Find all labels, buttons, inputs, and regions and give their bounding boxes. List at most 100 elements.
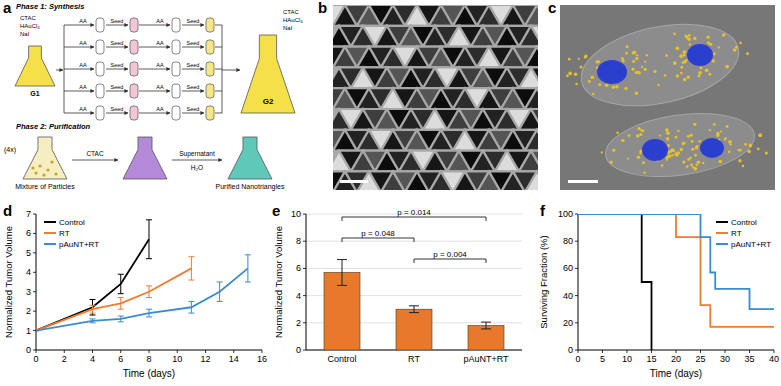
nucleus (597, 60, 627, 84)
x-tick-label: 35 (744, 354, 754, 364)
nanoparticle-signal (713, 123, 716, 126)
step-label: Seed (187, 84, 200, 90)
x-tick-label: 15 (646, 354, 656, 364)
nanoparticle-signal (684, 35, 687, 38)
nanoparticle-signal (639, 133, 642, 136)
annotation: p = 0.014 (397, 208, 431, 217)
y-tick-label: 20 (563, 318, 573, 328)
particle (42, 173, 45, 176)
connector (215, 25, 222, 26)
flask-label: G2 (263, 97, 274, 106)
y-tick-label: 7 (26, 209, 31, 219)
error-bar (337, 260, 347, 286)
flask (228, 137, 272, 179)
flask-label: G1 (30, 90, 39, 97)
nanoparticle-signal (742, 165, 744, 167)
y-tick-label: 4 (296, 291, 301, 301)
connector (215, 91, 222, 92)
legend-swatch (44, 232, 56, 234)
annotation: p = 0.048 (361, 229, 395, 238)
nanoparticle-signal (626, 45, 629, 48)
tube (96, 84, 104, 98)
step-label: AA (79, 106, 87, 112)
connector (139, 25, 150, 26)
error-bar-cap (188, 256, 194, 257)
connector (215, 47, 222, 48)
error-bar-cap (118, 297, 124, 298)
arrow (222, 70, 240, 71)
connector (64, 113, 72, 114)
arrow (182, 25, 204, 26)
category-label: RT (408, 354, 420, 364)
y-tick-label: 2 (296, 318, 301, 328)
panel-label: b (318, 0, 327, 16)
nanoparticle-signal (575, 83, 578, 86)
particle (31, 166, 34, 169)
error-bar-cap (146, 309, 152, 310)
cell (602, 105, 759, 185)
tube (206, 40, 214, 54)
tube (96, 106, 104, 120)
nanoparticle-signal (733, 48, 737, 52)
error-bar (118, 298, 124, 310)
caption: Purified Nanotriangles (216, 183, 285, 191)
particle (38, 164, 41, 167)
nanoparticle-signal (671, 154, 673, 156)
nanoparticle-signal (694, 154, 697, 157)
nanoparticle-signal (639, 152, 641, 154)
series-line (36, 268, 191, 330)
nanoparticle-signal (709, 129, 711, 131)
tube (172, 84, 180, 98)
nanoparticle-signal (632, 60, 635, 63)
tube (206, 106, 214, 120)
nanoparticle-signal (605, 83, 609, 87)
error-bar (188, 301, 194, 313)
flask (23, 137, 67, 179)
y-axis-label: Surviving Fraction (%) (538, 235, 549, 328)
nanoparticle-signal (666, 159, 668, 161)
arrow (106, 25, 128, 26)
step-label: AA (156, 106, 164, 112)
particle (46, 168, 49, 171)
grid-line (306, 268, 522, 269)
step-label: Seed (111, 84, 124, 90)
nucleus (700, 138, 724, 158)
legend-swatch (716, 243, 728, 245)
connector (215, 69, 222, 70)
legend-swatch (716, 232, 728, 234)
bar (396, 309, 432, 350)
scale-bar (568, 180, 598, 183)
nanoparticle-signal (689, 43, 691, 45)
nanoparticle-signal (746, 52, 749, 55)
nanoparticle-signal (610, 161, 613, 164)
panel-label: e (272, 202, 280, 219)
connector (64, 47, 72, 48)
arrow (150, 113, 170, 114)
nanoparticle-signal (643, 68, 646, 71)
nanotriangle (525, 171, 538, 190)
nanoparticle-signal (612, 85, 615, 88)
x-tick-label: 2 (62, 354, 67, 364)
x-tick-label: 6 (118, 354, 123, 364)
nanoparticle-signal (657, 84, 659, 86)
nanoparticle-signal (697, 161, 700, 164)
nanoparticle-signal (676, 46, 680, 50)
category-label: Control (327, 354, 356, 364)
error-bar-cap (118, 316, 124, 317)
arrow (106, 91, 128, 92)
y-axis-label: Normalized Tumor Volume (3, 226, 14, 338)
nanoparticle-signal (717, 132, 720, 135)
flask (15, 46, 55, 86)
arrow (106, 113, 128, 114)
tube (130, 84, 138, 98)
nanotriangle (531, 151, 538, 172)
nanoparticle-signal (728, 140, 732, 144)
x-tick-label: 16 (257, 354, 267, 364)
arrow (182, 47, 204, 48)
nanoparticle-signal (722, 33, 725, 36)
tube (172, 62, 180, 76)
x-axis (36, 350, 262, 351)
step-label: Seed (187, 62, 200, 68)
image-background (560, 5, 775, 190)
legend-swatch (44, 221, 56, 223)
